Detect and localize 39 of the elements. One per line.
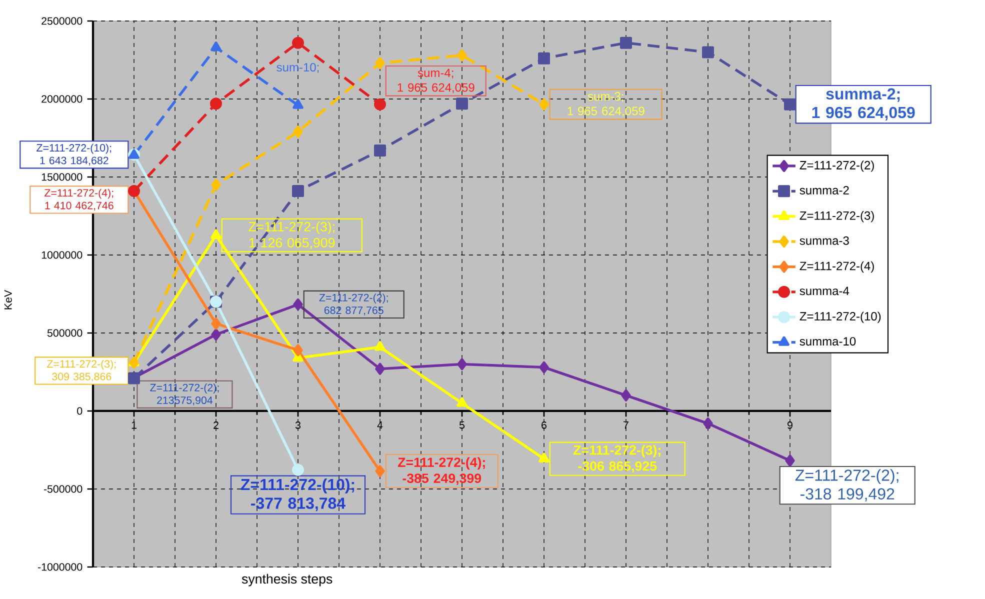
annotation: Z=111-272-(10); -377 813,784: [240, 478, 354, 512]
annotation: sum-10;: [276, 63, 319, 73]
annotation: sum-3; 1 965 624,059: [568, 92, 644, 117]
x-tick-label: 4: [377, 421, 383, 429]
x-tick-label: 2: [214, 421, 218, 429]
legend-label: Z=111-272-(3): [800, 211, 874, 222]
annotation: Z=111-272-(4); 1 410 462,746: [44, 188, 114, 211]
legend-label: Z=111-272-(10): [800, 312, 881, 323]
annotation: summa-2; 1 965 624,059: [812, 88, 915, 120]
x-tick-label: 3: [295, 421, 300, 429]
x-tick-label: 5: [459, 421, 465, 429]
y-tick-label: 500000: [47, 329, 82, 337]
x-axis-title: synthesis steps: [242, 574, 332, 586]
y-axis-title: KeV: [4, 290, 12, 310]
legend-label: summa-10: [800, 337, 856, 346]
annotation: Z=111-272-(2); 682 877,765: [319, 294, 388, 316]
y-tick-label: 2500000: [42, 17, 82, 25]
x-tick-label: 9: [788, 421, 792, 429]
y-tick-label: -1000000: [38, 563, 82, 571]
y-tick-label: 1500000: [42, 173, 82, 181]
y-tick-label: 0: [77, 407, 82, 415]
annotation: sum-4; 1 965 624,059: [398, 68, 474, 94]
x-tick-label: 6: [542, 421, 546, 429]
y-tick-label: 2000000: [42, 95, 82, 103]
annotation: Z=111-272-(10); 1 643 184,682: [36, 144, 112, 166]
annotation: Z=111-272-(3); -306 865,925: [573, 444, 660, 473]
y-tick-label: -500000: [44, 485, 82, 493]
annotation: Z=111-272-(2); -318 199,492: [795, 469, 898, 502]
x-tick-label: 1: [132, 421, 136, 429]
annotation: Z=111-272-(3); 309 385,866: [47, 360, 116, 382]
y-tick-label: 1000000: [42, 251, 82, 259]
legend-label: summa-3: [800, 236, 849, 245]
legend-label: summa-4: [800, 286, 850, 296]
legend-label: Z=111-272-(2): [800, 160, 874, 172]
x-tick-label: 7: [624, 421, 628, 429]
legend-label: Z=111-272-(4): [800, 261, 874, 273]
annotation: Z=111-272-(4); -385 249,399: [398, 457, 485, 485]
legend-label: summa-2: [800, 186, 849, 194]
annotation: Z=111-272-(2); 213575,904: [150, 384, 219, 406]
